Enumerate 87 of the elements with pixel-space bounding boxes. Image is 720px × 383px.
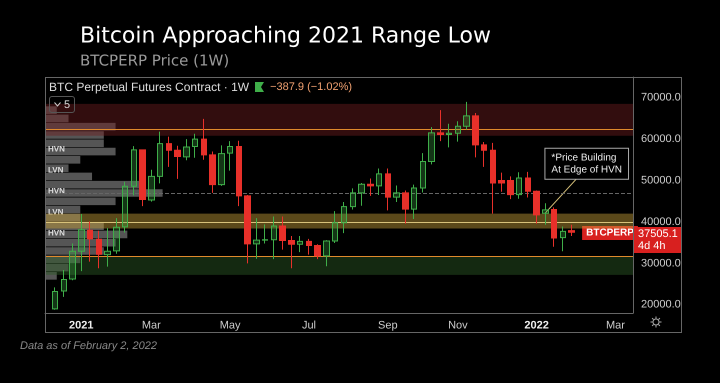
candlestick bbox=[411, 184, 417, 220]
candlestick bbox=[542, 202, 549, 226]
x-tick-label: Mar bbox=[606, 320, 626, 332]
annotation: HVN bbox=[48, 228, 66, 238]
y-tick-label: 20000.0 bbox=[641, 298, 681, 311]
candlestick bbox=[507, 176, 514, 200]
candlestick bbox=[472, 112, 479, 158]
candlestick bbox=[279, 216, 286, 250]
candlestick bbox=[209, 151, 216, 194]
x-tick-label: Nov bbox=[448, 320, 468, 332]
candlestick bbox=[551, 206, 557, 248]
candlestick bbox=[183, 138, 190, 161]
x-tick-label: 2021 bbox=[69, 320, 94, 332]
candlestick bbox=[131, 146, 137, 196]
candlestick bbox=[437, 110, 444, 142]
candlestick bbox=[498, 172, 505, 192]
x-tick-label: 2022 bbox=[524, 320, 549, 332]
annotation: BTCPERP bbox=[586, 228, 634, 238]
candlestick bbox=[253, 218, 260, 260]
candlestick bbox=[393, 184, 400, 203]
candlestick bbox=[244, 194, 251, 264]
candlestick bbox=[69, 242, 76, 281]
candlestick bbox=[139, 148, 146, 207]
candlestick bbox=[358, 182, 365, 206]
candlestick bbox=[297, 235, 303, 253]
x-tick-label: Sep bbox=[378, 320, 398, 332]
candlestick bbox=[350, 188, 356, 210]
candlestick bbox=[122, 181, 128, 234]
x-tick-label: May bbox=[220, 320, 242, 332]
candlestick bbox=[516, 172, 522, 200]
candlestick bbox=[288, 235, 295, 269]
candlestick bbox=[481, 142, 487, 168]
candlestick bbox=[61, 269, 67, 298]
candlestick bbox=[385, 168, 391, 211]
candlestick bbox=[113, 218, 120, 254]
candlestick bbox=[192, 133, 198, 158]
candlestick bbox=[402, 190, 409, 224]
candlestick bbox=[104, 228, 111, 268]
candlestick bbox=[525, 171, 531, 198]
candlestick bbox=[218, 144, 225, 186]
candlestick bbox=[420, 152, 426, 194]
candlestick bbox=[463, 101, 470, 130]
candlestick bbox=[157, 131, 163, 184]
x-tick-label: Mar bbox=[142, 320, 162, 332]
candlestick bbox=[271, 216, 277, 260]
candlestick bbox=[428, 126, 435, 165]
chart-title: Bitcoin Approaching 2021 Range Low bbox=[80, 24, 492, 48]
annotation: −387.9 (−1.02%) bbox=[270, 81, 352, 93]
candlestick bbox=[227, 140, 233, 172]
y-tick-label: 60000.0 bbox=[641, 133, 681, 146]
y-tick-label: 50000.0 bbox=[641, 174, 681, 187]
candlestick bbox=[367, 178, 374, 196]
y-tick-label: 30000.0 bbox=[641, 257, 681, 270]
text: 37505.1 4d 4h bbox=[638, 228, 678, 252]
y-tick-label: 70000.0 bbox=[641, 92, 681, 104]
candlestick bbox=[174, 145, 181, 180]
text: Data as of February 2, 2022 bbox=[20, 340, 157, 352]
candlestick bbox=[490, 142, 496, 214]
candlestick bbox=[52, 286, 58, 310]
candlestick bbox=[96, 230, 102, 269]
candlestick bbox=[236, 140, 242, 207]
candlestick bbox=[341, 202, 347, 234]
candlestick bbox=[332, 210, 338, 244]
candlestick bbox=[306, 238, 312, 256]
candlestick bbox=[166, 136, 172, 168]
candlestick bbox=[568, 224, 575, 236]
annotation: HVN bbox=[48, 144, 66, 154]
annotation: *Price Building At Edge of HVN bbox=[551, 152, 622, 176]
candlestick bbox=[455, 120, 461, 142]
candlestick bbox=[314, 244, 321, 260]
candlestick bbox=[78, 214, 85, 272]
candlestick bbox=[446, 123, 452, 148]
x-tick-label: Jul bbox=[302, 320, 316, 332]
candlestick bbox=[323, 240, 330, 267]
annotation: LVN bbox=[48, 208, 64, 216]
chart-subtitle: BTCPERP Price (1W) bbox=[80, 52, 230, 70]
candlestick bbox=[533, 190, 540, 224]
candlestick bbox=[87, 221, 93, 262]
candlestick bbox=[201, 118, 207, 160]
candlestick bbox=[262, 224, 268, 244]
annotation: 5 bbox=[64, 98, 70, 110]
candlestick bbox=[560, 226, 566, 252]
annotation: BTC Perpetual Futures Contract · 1W bbox=[49, 80, 250, 94]
annotation: HVN bbox=[48, 186, 66, 196]
candlestick bbox=[376, 168, 382, 196]
y-tick-label: 40000.0 bbox=[641, 216, 681, 228]
candlestick bbox=[148, 169, 155, 202]
